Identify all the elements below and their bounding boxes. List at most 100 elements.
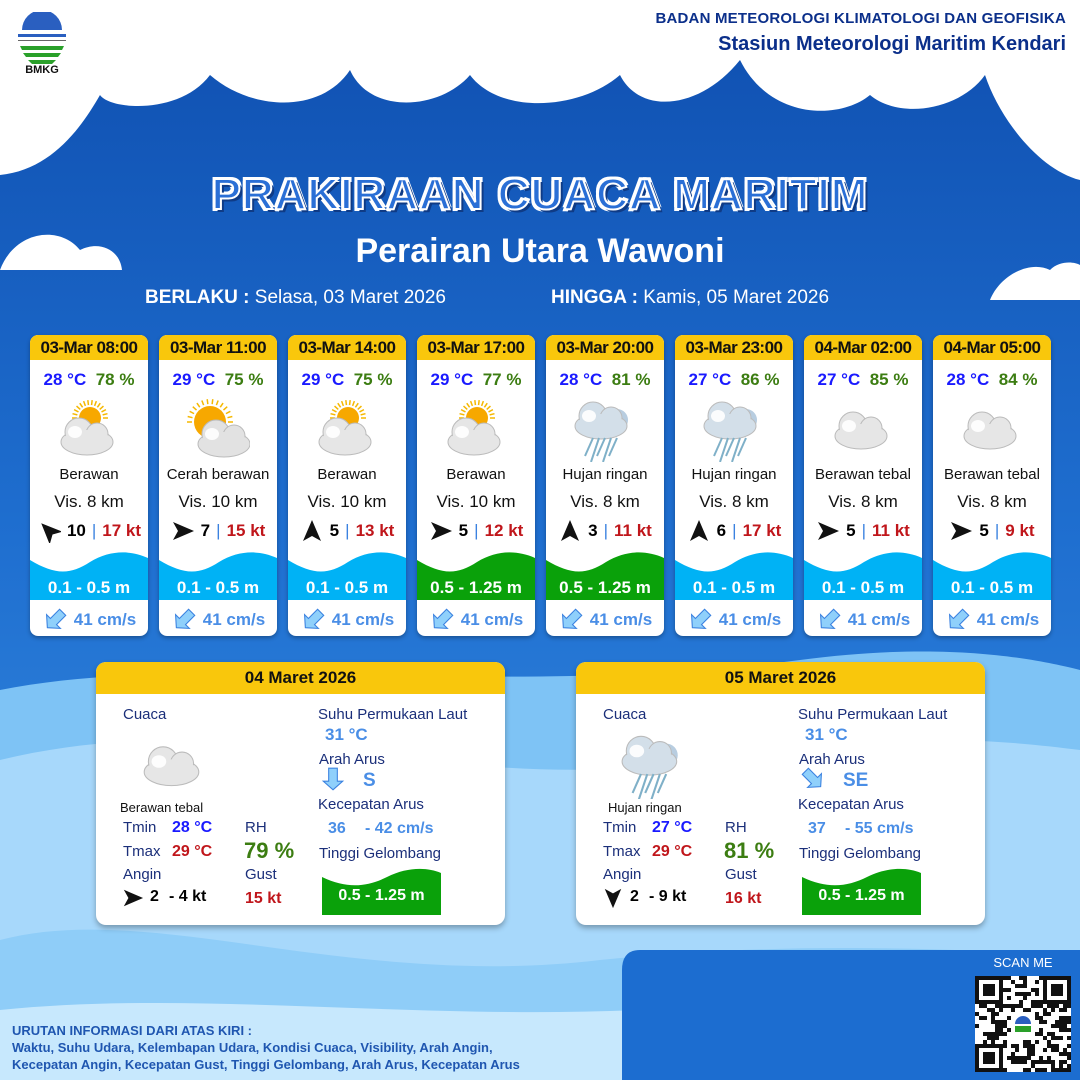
- air-temperature: 28 °C: [559, 370, 603, 389]
- footer-heading: URUTAN INFORMASI DARI ATAS KIRI :: [12, 1023, 252, 1038]
- gust-speed: 17 kt: [742, 521, 782, 540]
- valid-from: BERLAKU : Selasa, 03 Maret 2026: [145, 287, 446, 309]
- temp-humidity-row: 27 °C 85 %: [804, 370, 922, 390]
- current-direction-icon: [801, 767, 823, 789]
- rain-weather-icon: [703, 401, 757, 462]
- footer-line-2: Kecepatan Angin, Kecepatan Gust, Tinggi …: [12, 1057, 520, 1072]
- wind-direction-icon: [430, 522, 452, 540]
- forecast-card: 04-Mar 05:00 28 °C 84 % Berawan tebal Vi…: [933, 335, 1051, 636]
- current-direction-icon: [321, 767, 345, 791]
- humidity: 86 %: [740, 370, 780, 389]
- current-direction-icon: [948, 608, 970, 630]
- partly-cloudy-weather-icon: [60, 400, 114, 456]
- current-max: - 55 cm/s: [845, 820, 914, 837]
- wind-row: 7 | 15 kt: [159, 519, 277, 543]
- wave-height: 0.1 - 0.5 m: [804, 550, 922, 600]
- valid-to: HINGGA : Kamis, 05 Maret 2026: [551, 287, 829, 309]
- wind-row: 10 | 17 kt: [30, 519, 148, 543]
- current-row: 41 cm/s: [417, 607, 535, 633]
- gust-label: Gust: [725, 866, 757, 883]
- gust-speed: 15 kt: [226, 521, 266, 540]
- forecast-time: 04-Mar 02:00: [804, 335, 922, 360]
- temp-humidity-row: 29 °C 75 %: [288, 370, 406, 390]
- forecast-card: 03-Mar 11:00 29 °C 75 % Cerah berawan Vi…: [159, 335, 277, 636]
- current-direction: S: [363, 770, 376, 791]
- daily-summary-card: 04 Maret 2026 Cuaca Berawan tebal Tmin 2…: [96, 662, 505, 925]
- cloud-weather-icon: [834, 411, 888, 450]
- wind-row: 5 | 9 kt: [933, 519, 1051, 543]
- tmin-value: 28 °C: [172, 819, 213, 836]
- visibility: Vis. 8 km: [957, 492, 1027, 511]
- current-direction-icon: [174, 608, 196, 630]
- organization-header: BADAN METEOROLOGI KLIMATOLOGI DAN GEOFIS…: [655, 10, 1066, 56]
- air-temperature: 28 °C: [946, 370, 990, 389]
- separator: |: [732, 521, 737, 540]
- wave-shape: [159, 552, 277, 600]
- rh-value: 79 %: [244, 838, 295, 863]
- wave-shape: [933, 552, 1051, 600]
- valid-to-date: Kamis, 05 Maret 2026: [643, 287, 830, 308]
- forecast-time: 03-Mar 08:00: [30, 335, 148, 360]
- station-name: Stasiun Meteorologi Maritim Kendari: [718, 33, 1066, 55]
- weather-condition: Hujan ringan: [562, 466, 648, 483]
- gust-speed: 17 kt: [102, 521, 142, 540]
- angin-label: Angin: [603, 866, 642, 883]
- wind-row: 5 | 11 kt: [804, 519, 922, 543]
- temp-humidity-row: 28 °C 84 %: [933, 370, 1051, 390]
- visibility: Vis. 8 km: [828, 492, 898, 511]
- wave-height-label: 0.1 - 0.5 m: [305, 578, 389, 597]
- qr-code[interactable]: [975, 976, 1071, 1072]
- gust-value: 15 kt: [245, 890, 282, 907]
- rh-label: RH: [245, 819, 267, 836]
- humidity: 84 %: [998, 370, 1038, 389]
- gust-speed: 9 kt: [1005, 521, 1035, 540]
- current-direction-icon: [303, 608, 325, 630]
- rh-value: 81 %: [724, 838, 775, 863]
- sun-cloud-weather-icon: [187, 399, 250, 458]
- wind-direction-icon: [951, 522, 973, 540]
- wave-shape: [30, 552, 148, 600]
- current-row: 41 cm/s: [546, 607, 664, 633]
- summary-condition: Hujan ringan: [608, 800, 682, 815]
- forecast-time: 03-Mar 14:00: [288, 335, 406, 360]
- weather-condition: Berawan: [317, 466, 377, 483]
- current-row: 41 cm/s: [804, 607, 922, 633]
- separator: |: [91, 521, 97, 540]
- temp-humidity-row: 28 °C 78 %: [30, 370, 148, 390]
- forecast-card: 04-Mar 02:00 27 °C 85 % Berawan tebal Vi…: [804, 335, 922, 636]
- temp-humidity-row: 29 °C 75 %: [159, 370, 277, 390]
- kecepatan-arus-label: Kecepatan Arus: [798, 796, 904, 813]
- wind-max: - 4 kt: [169, 888, 207, 905]
- visibility: Vis. 10 km: [436, 492, 516, 511]
- partly-cloudy-weather-icon: [447, 400, 501, 456]
- current-speed: 41 cm/s: [847, 610, 911, 629]
- gust-speed: 11 kt: [614, 521, 652, 540]
- summary-date: 05 Maret 2026: [576, 662, 985, 694]
- angin-label: Angin: [123, 866, 162, 883]
- wind-direction-icon: [818, 522, 840, 540]
- visibility: Vis. 8 km: [54, 492, 124, 511]
- wind-speed: 5: [979, 521, 989, 540]
- wave-height: 0.5 - 1.25 m: [417, 550, 535, 600]
- cuaca-label: Cuaca: [123, 706, 167, 723]
- weather-condition: Berawan tebal: [815, 466, 911, 483]
- wave-shape: [417, 552, 535, 600]
- wind-speed: 7: [200, 521, 211, 540]
- temp-humidity-row: 28 °C 81 %: [546, 370, 664, 390]
- separator: |: [216, 521, 221, 540]
- wave-shape: [546, 552, 664, 600]
- page-title: PRAKIRAAN CUACA MARITIM: [211, 169, 869, 220]
- current-direction-icon: [561, 608, 583, 630]
- forecast-card: 03-Mar 17:00 29 °C 77 % Berawan Vis. 10 …: [417, 335, 535, 636]
- visibility: Vis. 8 km: [570, 492, 640, 511]
- air-temperature: 29 °C: [301, 370, 345, 389]
- wind-direction-icon: [123, 889, 144, 907]
- wind-min: 2: [630, 888, 639, 905]
- forecast-time: 04-Mar 05:00: [933, 335, 1051, 360]
- current-speed: 41 cm/s: [589, 610, 653, 629]
- gust-speed: 13 kt: [355, 521, 395, 540]
- footer-line-1: Waktu, Suhu Udara, Kelembapan Udara, Kon…: [12, 1040, 493, 1055]
- wind-speed: 5: [458, 521, 469, 540]
- summary-wave-label: 0.5 - 1.25 m: [338, 887, 425, 904]
- wave-height-label: 0.1 - 0.5 m: [692, 578, 776, 597]
